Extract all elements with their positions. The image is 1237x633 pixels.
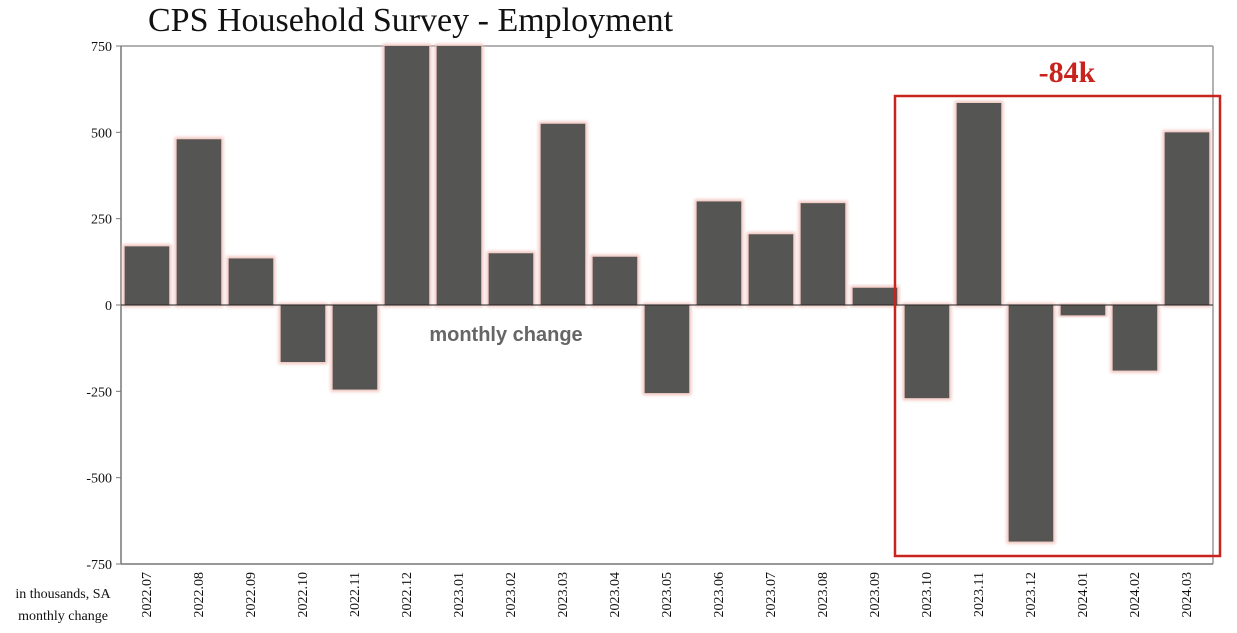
x-tick-label: 2023.12 bbox=[1024, 572, 1039, 618]
x-tick-label: 2023.07 bbox=[764, 572, 779, 618]
bar-2022.12 bbox=[384, 46, 430, 305]
highlight-group: -84k bbox=[893, 56, 1222, 558]
x-tick-label: 2022.09 bbox=[244, 572, 259, 618]
x-tick-label: 2022.10 bbox=[296, 572, 311, 618]
bar-2023.04 bbox=[592, 256, 638, 305]
bar-2023.03 bbox=[540, 123, 586, 305]
x-axis: 2022.07 2022.08 2022.09 2022.10 2022.11 2022.… bbox=[140, 572, 1195, 618]
bar-2023.05 bbox=[644, 305, 690, 394]
x-tick-label: 2023.10 bbox=[920, 572, 935, 618]
footnote-units: in thousands, SA bbox=[15, 587, 111, 602]
x-tick-label: 2022.11 bbox=[348, 572, 363, 617]
highlight-box bbox=[893, 94, 1222, 558]
y-tick-label: -500 bbox=[86, 472, 112, 487]
bar-2022.09 bbox=[228, 258, 274, 305]
highlight-label: -84k bbox=[1039, 56, 1096, 89]
x-tick-label: 2023.03 bbox=[556, 572, 571, 618]
x-tick-label: 2024.01 bbox=[1076, 572, 1091, 618]
bar-2023.07 bbox=[748, 234, 794, 305]
bar-2022.10 bbox=[280, 305, 326, 362]
bar-series bbox=[121, 46, 1213, 542]
x-tick-label: 2023.01 bbox=[452, 572, 467, 618]
x-tick-label: 2022.08 bbox=[192, 572, 207, 618]
bar-2023.06 bbox=[696, 201, 742, 305]
x-tick-label: 2023.11 bbox=[972, 572, 987, 617]
bar-2023.10 bbox=[904, 305, 950, 399]
annotation-monthly-change: monthly change bbox=[429, 324, 582, 346]
footnote-measure: monthly change bbox=[18, 609, 108, 624]
bar-2022.11 bbox=[332, 305, 378, 390]
x-tick-label: 2022.12 bbox=[400, 572, 415, 618]
bar-2023.01 bbox=[436, 46, 482, 305]
bar-2023.02 bbox=[488, 253, 534, 305]
x-tick-label: 2023.09 bbox=[868, 572, 883, 618]
x-tick-label: 2022.07 bbox=[140, 572, 155, 618]
y-tick-label: 500 bbox=[91, 126, 112, 141]
y-tick-label: -250 bbox=[86, 385, 112, 400]
y-tick-label: 750 bbox=[91, 40, 112, 55]
x-tick-label: 2024.02 bbox=[1128, 572, 1143, 618]
bar-2024.03 bbox=[1164, 132, 1210, 305]
bar-2023.08 bbox=[800, 203, 846, 305]
chart-title: CPS Household Survey - Employment bbox=[148, 2, 674, 39]
bar-2023.11 bbox=[956, 103, 1002, 305]
y-tick-label: 0 bbox=[105, 299, 112, 314]
bar-2023.12 bbox=[1008, 305, 1054, 542]
x-tick-label: 2023.05 bbox=[660, 572, 675, 618]
bar-2022.08 bbox=[176, 139, 222, 305]
x-tick-label: 2023.04 bbox=[608, 572, 623, 618]
x-tick-label: 2023.06 bbox=[712, 572, 727, 618]
bar-2022.07 bbox=[124, 246, 170, 305]
bar-2024.01 bbox=[1060, 305, 1106, 316]
x-tick-label: 2023.02 bbox=[504, 572, 519, 618]
bar-2024.02 bbox=[1112, 305, 1158, 371]
x-tick-label: 2024.03 bbox=[1180, 572, 1195, 618]
y-tick-label: 250 bbox=[91, 213, 112, 228]
bar-2023.09 bbox=[852, 287, 898, 305]
y-tick-label: -750 bbox=[86, 558, 112, 573]
x-tick-label: 2023.08 bbox=[816, 572, 831, 618]
